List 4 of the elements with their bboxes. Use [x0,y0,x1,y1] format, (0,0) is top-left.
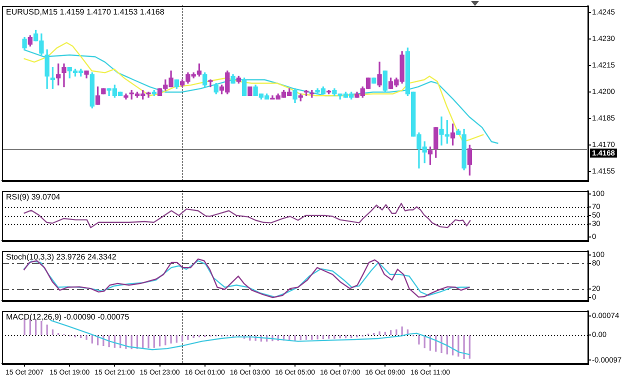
chart-title: EURUSD,M15 1.4159 1.4170 1.4153 1.4168 [6,8,165,17]
chart-title: MACD(12,26,9) -0.00090 -0.00075 [6,312,130,322]
chart-title: Stoch(10,3,3) 23.9726 24.3342 [6,252,117,262]
chart-title: RSI(9) 39.0704 [6,192,61,202]
